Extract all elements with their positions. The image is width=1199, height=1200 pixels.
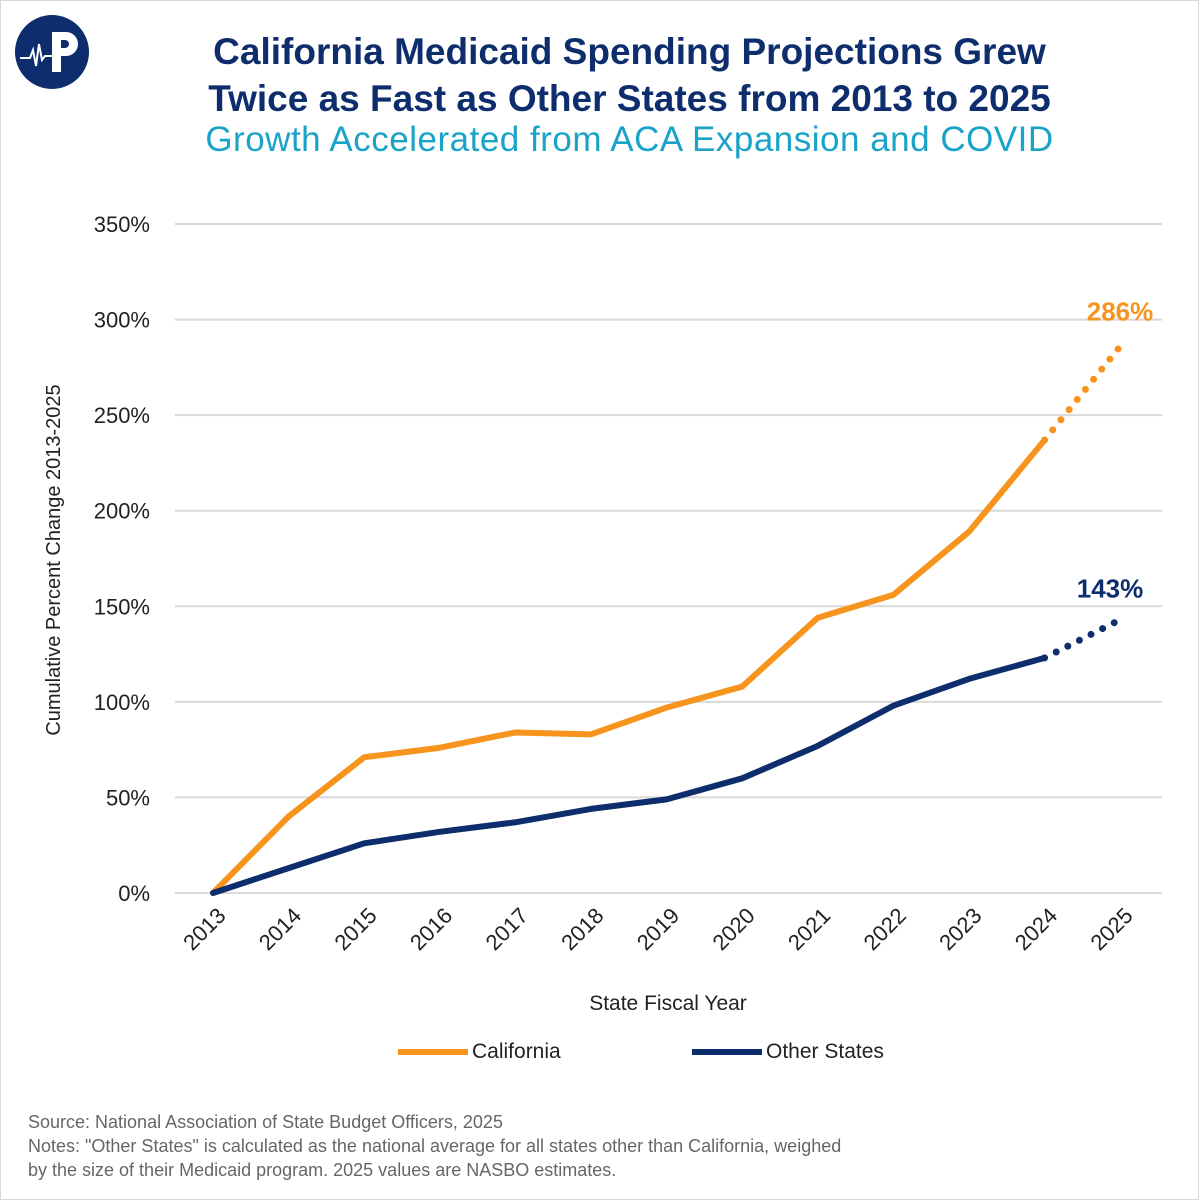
legend-item-california: California [398, 1040, 561, 1064]
y-tick-label: 150% [94, 594, 150, 619]
series-estimate-other-states [1041, 616, 1124, 662]
y-axis-label: Cumulative Percent Change 2013-2025 [43, 384, 65, 735]
x-tick-label: 2017 [481, 903, 533, 955]
y-tick-label: 50% [106, 785, 150, 810]
y-tick-label: 100% [94, 690, 150, 715]
line-chart: 0% 50% 100% 150% 200% 250% 300% 350% 2013 2014 201… [43, 212, 1162, 1015]
series-line-california [210, 436, 1048, 896]
legend-label-other-states: Other States [766, 1040, 884, 1063]
x-tick-label: 2015 [329, 903, 381, 955]
legend-item-other-states: Other States [692, 1040, 884, 1064]
source-notes: Source: National Association of State Bu… [28, 1110, 841, 1182]
y-tick-label: 0% [118, 881, 150, 906]
chart-subtitle: Growth Accelerated from ACA Expansion an… [205, 120, 1054, 159]
end-label-other-states: 143% [1077, 574, 1144, 604]
end-label-california: 286% [1087, 296, 1154, 326]
x-tick-label: 2019 [632, 903, 684, 955]
source-text: Source: National Association of State Bu… [28, 1112, 503, 1132]
chart-title: California Medicaid Spending Projections… [100, 28, 1159, 122]
y-tick-label: 350% [94, 212, 150, 237]
x-tick-label: 2022 [859, 903, 911, 955]
x-tick-label: 2014 [254, 903, 306, 955]
x-tick-label: 2023 [934, 903, 986, 955]
series-estimate-california [1041, 342, 1124, 444]
y-tick-label: 250% [94, 403, 150, 428]
legend-swatch-california [398, 1049, 468, 1055]
legend-label-california: California [472, 1040, 561, 1063]
x-tick-label: 2025 [1085, 903, 1137, 955]
x-tick-label: 2024 [1010, 903, 1062, 955]
notes-line-2: by the size of their Medicaid program. 2… [28, 1160, 617, 1180]
logo [15, 15, 89, 89]
y-tick-label: 200% [94, 499, 150, 524]
title-line-1: California Medicaid Spending Projections… [213, 31, 1046, 72]
x-tick-label: 2021 [783, 903, 835, 955]
notes-line-1: Notes: "Other States" is calculated as t… [28, 1136, 842, 1156]
x-axis-label: State Fiscal Year [589, 992, 747, 1015]
x-tick-label: 2016 [405, 903, 457, 955]
title-line-2: Twice as Fast as Other States from 2013 … [208, 78, 1051, 119]
series-line-other-states [210, 654, 1048, 896]
legend-swatch-other-states [692, 1049, 762, 1055]
x-tick-label: 2013 [178, 903, 230, 955]
y-tick-label: 300% [94, 308, 150, 333]
x-tick-label: 2018 [556, 903, 608, 955]
legend: California Other States [0, 1040, 1199, 1072]
x-tick-label: 2020 [707, 903, 759, 955]
